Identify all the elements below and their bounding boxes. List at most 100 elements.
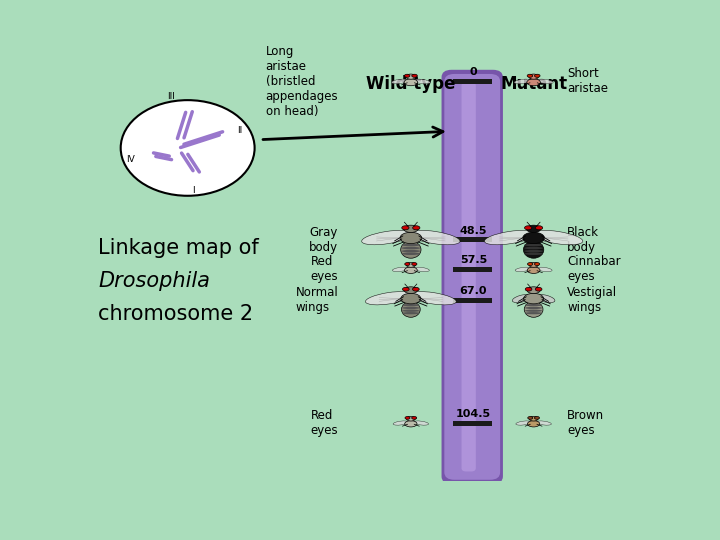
FancyBboxPatch shape — [462, 82, 476, 471]
Ellipse shape — [406, 262, 415, 267]
Ellipse shape — [121, 100, 255, 196]
Bar — [453, 298, 492, 303]
Ellipse shape — [392, 267, 408, 272]
Ellipse shape — [393, 421, 408, 425]
Ellipse shape — [536, 267, 552, 272]
Ellipse shape — [401, 293, 421, 304]
Text: Red
eyes: Red eyes — [311, 409, 338, 437]
Text: II: II — [237, 126, 242, 135]
Ellipse shape — [392, 79, 408, 84]
Ellipse shape — [409, 292, 456, 305]
Text: Mutant: Mutant — [500, 75, 567, 92]
Ellipse shape — [405, 74, 410, 77]
Ellipse shape — [402, 307, 420, 309]
Ellipse shape — [406, 74, 415, 79]
Ellipse shape — [402, 253, 420, 255]
Ellipse shape — [523, 293, 544, 304]
Text: 0: 0 — [469, 68, 477, 77]
Bar — [453, 79, 492, 84]
Ellipse shape — [527, 74, 533, 77]
Ellipse shape — [401, 241, 421, 258]
Ellipse shape — [523, 241, 544, 258]
Ellipse shape — [525, 226, 532, 230]
Text: Vestigial
wings: Vestigial wings — [567, 286, 617, 314]
Text: Normal
wings: Normal wings — [296, 286, 338, 314]
Ellipse shape — [535, 287, 542, 291]
Ellipse shape — [536, 421, 552, 425]
Ellipse shape — [404, 79, 418, 86]
Ellipse shape — [534, 262, 540, 266]
Ellipse shape — [526, 287, 532, 291]
Text: Cinnabar
eyes: Cinnabar eyes — [567, 255, 621, 284]
Text: Long
aristae
(bristled
appendages
on head): Long aristae (bristled appendages on hea… — [266, 45, 338, 118]
FancyBboxPatch shape — [444, 74, 500, 480]
Ellipse shape — [402, 244, 420, 246]
Ellipse shape — [527, 79, 541, 86]
Ellipse shape — [405, 416, 410, 419]
Ellipse shape — [402, 309, 420, 312]
Ellipse shape — [402, 304, 420, 306]
Ellipse shape — [525, 304, 542, 306]
Bar — [453, 238, 492, 242]
Ellipse shape — [531, 231, 582, 245]
Text: 57.5: 57.5 — [460, 255, 487, 265]
Text: 67.0: 67.0 — [459, 286, 487, 296]
Ellipse shape — [525, 312, 542, 314]
Ellipse shape — [523, 232, 544, 244]
Ellipse shape — [528, 74, 539, 79]
Ellipse shape — [413, 267, 429, 272]
Text: 48.5: 48.5 — [459, 226, 487, 236]
Text: I: I — [192, 186, 194, 195]
Ellipse shape — [404, 225, 418, 233]
Ellipse shape — [528, 416, 533, 419]
Text: IV: IV — [126, 155, 135, 164]
Ellipse shape — [406, 416, 415, 421]
Ellipse shape — [524, 244, 543, 246]
Ellipse shape — [534, 416, 539, 419]
Ellipse shape — [526, 225, 541, 233]
Ellipse shape — [404, 287, 418, 294]
Bar — [453, 267, 492, 272]
Text: Black
body: Black body — [567, 226, 599, 254]
Ellipse shape — [402, 247, 420, 249]
Ellipse shape — [412, 416, 417, 419]
Ellipse shape — [402, 312, 420, 314]
Ellipse shape — [402, 301, 420, 318]
Ellipse shape — [405, 421, 417, 427]
Ellipse shape — [527, 287, 540, 294]
Ellipse shape — [413, 287, 419, 291]
Bar — [453, 421, 492, 426]
Text: III: III — [167, 92, 175, 102]
Ellipse shape — [536, 294, 555, 302]
Ellipse shape — [409, 231, 460, 245]
Ellipse shape — [412, 74, 418, 77]
Ellipse shape — [361, 231, 413, 245]
Ellipse shape — [527, 267, 540, 273]
Ellipse shape — [536, 226, 543, 230]
Ellipse shape — [405, 262, 410, 266]
Ellipse shape — [524, 247, 543, 249]
Ellipse shape — [524, 250, 543, 252]
Text: Linkage map of: Linkage map of — [99, 238, 259, 258]
Ellipse shape — [528, 262, 533, 266]
Ellipse shape — [534, 74, 540, 77]
FancyBboxPatch shape — [441, 70, 503, 484]
Text: 104.5: 104.5 — [456, 409, 491, 419]
Text: Drosophila: Drosophila — [99, 271, 210, 291]
Ellipse shape — [529, 262, 539, 267]
Ellipse shape — [413, 226, 420, 230]
Ellipse shape — [405, 267, 417, 273]
Ellipse shape — [413, 421, 428, 425]
Ellipse shape — [402, 226, 409, 230]
Text: chromosome 2: chromosome 2 — [99, 304, 253, 325]
Ellipse shape — [413, 79, 431, 84]
Text: Red
eyes: Red eyes — [311, 255, 338, 284]
Ellipse shape — [402, 250, 420, 252]
Text: Gray
body: Gray body — [309, 226, 338, 254]
Ellipse shape — [524, 301, 543, 318]
Ellipse shape — [515, 267, 531, 272]
Ellipse shape — [412, 262, 417, 266]
Ellipse shape — [513, 294, 531, 302]
Ellipse shape — [529, 416, 538, 421]
Ellipse shape — [524, 253, 543, 255]
